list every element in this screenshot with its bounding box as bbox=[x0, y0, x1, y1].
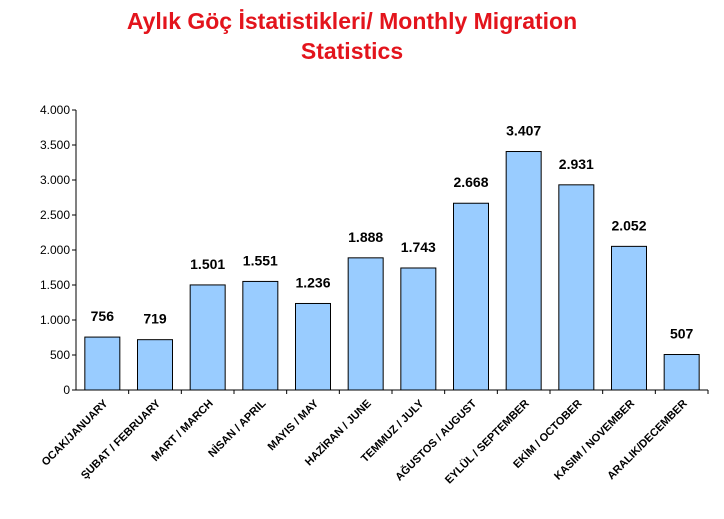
value-label: 2.668 bbox=[453, 174, 488, 190]
bar bbox=[242, 280, 279, 391]
y-tick-label: 1.000 bbox=[40, 313, 70, 327]
value-label: 1.743 bbox=[401, 239, 436, 255]
bar bbox=[295, 302, 331, 391]
value-label: 3.407 bbox=[506, 123, 541, 139]
y-tick-label: 3.000 bbox=[40, 173, 70, 187]
value-label: 1.888 bbox=[348, 229, 383, 245]
bar bbox=[347, 257, 384, 391]
value-label: 719 bbox=[143, 311, 167, 327]
bar bbox=[453, 202, 489, 391]
value-label: 507 bbox=[670, 326, 694, 342]
bar bbox=[558, 184, 595, 391]
x-tick-label: MAYIS / MAY bbox=[266, 397, 322, 453]
y-tick-label: 1.500 bbox=[40, 278, 70, 292]
bar bbox=[400, 267, 437, 391]
value-label: 1.236 bbox=[295, 274, 330, 290]
bar bbox=[505, 151, 542, 391]
value-label: 1.501 bbox=[190, 256, 225, 272]
value-label: 2.052 bbox=[611, 217, 646, 233]
y-tick-label: 3.500 bbox=[40, 138, 70, 152]
value-label: 756 bbox=[91, 308, 115, 324]
y-tick-label: 2.000 bbox=[40, 243, 70, 257]
bar bbox=[137, 339, 173, 391]
chart-title: Aylık Göç İstatistikleri/ Monthly Migrat… bbox=[126, 8, 578, 64]
y-tick-label: 0 bbox=[63, 383, 70, 397]
bar bbox=[611, 245, 647, 391]
bar bbox=[84, 336, 121, 391]
y-tick-label: 4.000 bbox=[40, 103, 70, 117]
value-label: 1.551 bbox=[243, 252, 278, 268]
value-label: 2.931 bbox=[559, 156, 594, 172]
y-tick-label: 500 bbox=[50, 348, 70, 362]
bar bbox=[189, 284, 226, 391]
bar bbox=[663, 354, 700, 391]
y-tick-label: 2.500 bbox=[40, 208, 70, 222]
x-tick-label: EYLÜL / SEPTEMBER bbox=[442, 397, 531, 486]
